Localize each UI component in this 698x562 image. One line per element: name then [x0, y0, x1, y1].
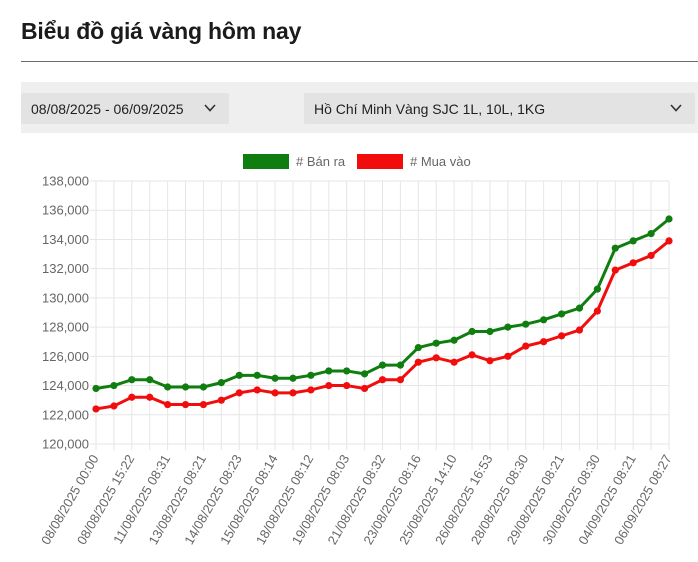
data-point-1 — [181, 400, 190, 409]
y-tick-label: 126,000 — [42, 349, 89, 364]
data-point-1 — [450, 358, 458, 366]
y-tick-label: 134,000 — [42, 232, 89, 247]
data-point-1 — [468, 351, 476, 359]
data-point-0 — [199, 383, 208, 391]
page-title: Biểu đồ giá vàng hôm nay — [21, 18, 302, 44]
data-point-1 — [414, 358, 422, 366]
data-point-1 — [593, 307, 601, 315]
data-point-0 — [164, 383, 172, 391]
data-point-0 — [557, 310, 566, 318]
data-point-1 — [199, 400, 208, 409]
data-point-1 — [557, 332, 566, 340]
y-tick-label: 120,000 — [42, 437, 89, 452]
data-point-1 — [629, 259, 637, 267]
chevron-down-icon — [670, 104, 682, 112]
data-point-0 — [271, 374, 279, 382]
data-point-0 — [486, 327, 494, 336]
y-tick-label: 124,000 — [42, 378, 89, 393]
data-point-1 — [540, 338, 548, 346]
data-point-0 — [343, 367, 351, 375]
data-point-0 — [253, 371, 261, 379]
data-point-0 — [128, 376, 136, 384]
data-point-1 — [665, 237, 673, 245]
chart-card: 120,000 122,000 124,000 126,000 128,000 130,0… — [21, 133, 698, 562]
data-point-0 — [593, 285, 601, 293]
data-point-0 — [289, 374, 297, 382]
data-point-1 — [217, 396, 225, 404]
data-point-0 — [181, 383, 190, 391]
data-point-1 — [504, 352, 512, 360]
legend-label-1: # Mua vào — [410, 154, 471, 169]
data-point-1 — [164, 400, 172, 409]
data-point-1 — [611, 266, 619, 274]
y-tick-label: 130,000 — [42, 290, 89, 305]
data-point-0 — [360, 370, 369, 378]
data-point-0 — [414, 343, 422, 352]
location-product-select[interactable]: Hồ Chí Minh Vàng SJC 1L, 10L, 1KG — [304, 93, 695, 124]
legend-swatch-1 — [357, 154, 403, 169]
data-point-0 — [450, 336, 458, 344]
data-point-1 — [432, 354, 440, 362]
data-point-1 — [253, 386, 261, 394]
data-point-1 — [396, 376, 405, 384]
data-point-0 — [378, 361, 387, 369]
data-point-0 — [396, 361, 405, 369]
data-point-0 — [611, 244, 619, 252]
data-point-0 — [647, 230, 655, 238]
data-point-1 — [325, 381, 333, 390]
data-point-1 — [378, 376, 387, 384]
data-point-1 — [360, 384, 369, 393]
chevron-down-icon — [204, 104, 216, 112]
data-point-0 — [325, 367, 333, 375]
data-point-1 — [522, 342, 530, 350]
data-point-0 — [146, 376, 154, 384]
data-point-0 — [92, 384, 100, 393]
data-point-1 — [235, 389, 243, 397]
legend-label-0: # Bán ra — [296, 154, 346, 169]
data-point-1 — [307, 386, 315, 394]
data-point-0 — [522, 320, 530, 328]
data-point-1 — [271, 389, 279, 397]
data-point-1 — [289, 389, 297, 397]
gold-price-chart: 120,000 122,000 124,000 126,000 128,000 130,0… — [38, 154, 675, 547]
y-tick-label: 138,000 — [42, 174, 89, 189]
data-point-0 — [504, 323, 512, 331]
y-tick-label: 122,000 — [42, 407, 89, 422]
data-point-0 — [468, 327, 476, 336]
data-point-0 — [540, 316, 548, 324]
legend-swatch-0 — [243, 154, 289, 169]
location-product-value: Hồ Chí Minh Vàng SJC 1L, 10L, 1KG — [314, 100, 546, 117]
title-divider — [21, 61, 698, 62]
data-point-0 — [575, 304, 584, 312]
data-point-1 — [343, 381, 351, 390]
data-point-1 — [575, 326, 584, 334]
data-point-0 — [629, 237, 637, 245]
data-point-1 — [92, 405, 100, 413]
data-point-0 — [665, 215, 673, 223]
data-point-0 — [235, 371, 243, 379]
data-point-1 — [110, 402, 118, 410]
data-point-1 — [146, 393, 154, 401]
y-tick-label: 136,000 — [42, 203, 89, 218]
date-range-select[interactable]: 08/08/2025 - 06/09/2025 — [21, 93, 229, 124]
data-point-0 — [110, 381, 118, 390]
data-point-1 — [128, 393, 136, 401]
data-point-0 — [432, 339, 440, 347]
data-point-0 — [307, 371, 315, 379]
date-range-value: 08/08/2025 - 06/09/2025 — [31, 100, 184, 117]
y-tick-label: 128,000 — [42, 320, 89, 335]
data-point-0 — [217, 379, 225, 387]
data-point-1 — [647, 251, 655, 260]
data-point-1 — [486, 357, 494, 365]
y-tick-label: 132,000 — [42, 261, 89, 276]
